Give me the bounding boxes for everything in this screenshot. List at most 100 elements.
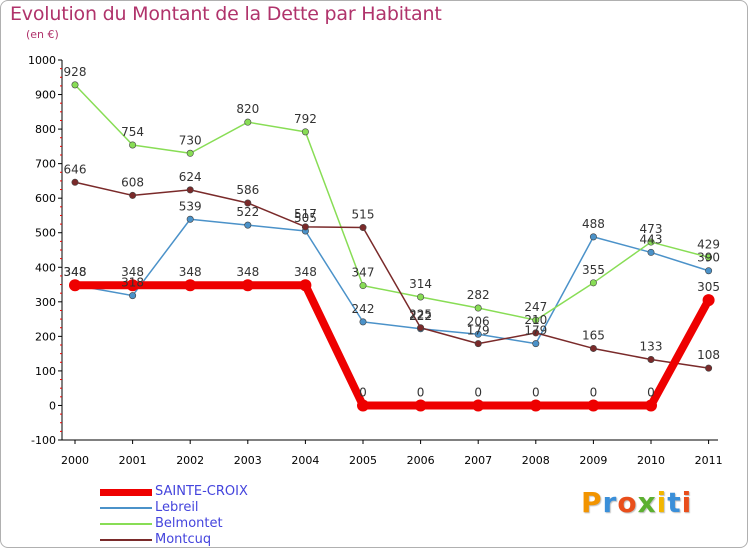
data-label: 179 [524,324,547,338]
y-tick-label: 1000 [28,54,56,67]
data-label: 222 [409,309,432,323]
series-line-sainte-croix [71,281,713,410]
legend-label: Belmontet [155,516,223,531]
data-label: 225 [409,308,432,322]
x-tick-label: 2000 [61,454,89,467]
data-point [301,128,309,136]
data-label: 0 [417,385,425,399]
data-label: 0 [647,385,655,399]
data-point [587,399,600,412]
data-point [532,316,540,324]
chart-subtitle: (en €) [26,28,59,41]
y-tick-label: -100 [31,434,56,447]
data-point [299,279,312,292]
data-point [529,399,542,412]
data-point [705,253,713,261]
data-label: 443 [640,232,663,246]
chart-series [69,81,715,412]
data-point [244,118,252,126]
data-point [645,399,657,412]
logo-letter: i [681,486,693,519]
data-label: 348 [64,265,87,279]
data-label: 517 [294,207,317,221]
x-tick-label: 2009 [579,454,607,467]
data-label: 754 [121,125,144,139]
data-point [702,294,715,307]
data-label: 348 [179,265,202,279]
data-point [359,282,367,290]
data-point [647,248,655,256]
data-point [244,199,252,207]
x-tick-label: 2010 [637,454,665,467]
data-label: 473 [640,222,663,236]
legend-label: SAINTE-CROIX [155,484,248,499]
data-point [532,340,540,348]
data-point [705,267,713,275]
data-label: 165 [582,328,605,342]
data-point [532,329,540,337]
data-point [129,292,137,300]
data-label: 242 [352,302,375,316]
x-tick-label: 2001 [119,454,147,467]
chart-title: Evolution du Montant de la Dette par Hab… [10,3,442,25]
data-point [244,221,252,229]
legend-swatch [100,523,152,525]
series-line-belmontet [74,84,710,321]
data-label: 390 [697,251,720,265]
data-point [705,364,713,372]
data-label: 348 [121,265,144,279]
logo-letter: x [637,486,657,519]
data-label: 314 [409,277,432,291]
x-tick-label: 2002 [176,454,204,467]
data-label: 429 [697,237,720,251]
data-label: 624 [179,170,202,184]
y-tick-label: 700 [35,158,56,171]
series-line-lebreil [74,218,710,345]
chart-axes: -100010020030040050060070080090010002000… [28,54,723,467]
data-label: 505 [294,211,317,225]
data-label: 133 [640,340,663,354]
y-tick-label: 100 [35,365,56,378]
data-label: 928 [64,65,87,79]
data-label: 282 [467,288,490,302]
data-point [126,279,139,292]
data-point [474,330,482,338]
data-label: 646 [64,162,87,176]
data-point [241,279,254,292]
y-tick-label: 200 [35,330,56,343]
x-tick-label: 2003 [234,454,262,467]
data-label: 348 [294,265,317,279]
data-label: 730 [179,133,202,147]
data-label: 820 [236,102,259,116]
data-label: 0 [359,385,367,399]
data-point [589,344,597,352]
x-tick-label: 2011 [695,454,723,467]
data-label: 0 [474,385,482,399]
logo-letter: o [617,486,638,519]
legend-swatch [100,488,152,496]
logo-letter: r [602,486,618,519]
data-point [647,238,655,246]
data-point [129,191,137,199]
data-label: 108 [697,348,720,362]
data-point [129,141,137,149]
series-line-montcuq [74,181,710,369]
legend-label: Lebreil [155,500,199,515]
y-tick-label: 600 [35,192,56,205]
data-point [474,304,482,312]
logo-letter: i [656,486,668,519]
x-tick-label: 2008 [522,454,550,467]
data-label: 179 [467,324,490,338]
y-tick-label: 400 [35,261,56,274]
data-point [414,399,427,412]
data-point [186,149,194,157]
y-tick-label: 500 [35,227,56,240]
data-point [186,215,194,223]
x-tick-label: 2004 [291,454,319,467]
data-label: 355 [582,263,605,277]
data-label: 539 [179,199,202,213]
legend-label: Montcuq [155,532,212,547]
data-label: 247 [524,300,547,314]
